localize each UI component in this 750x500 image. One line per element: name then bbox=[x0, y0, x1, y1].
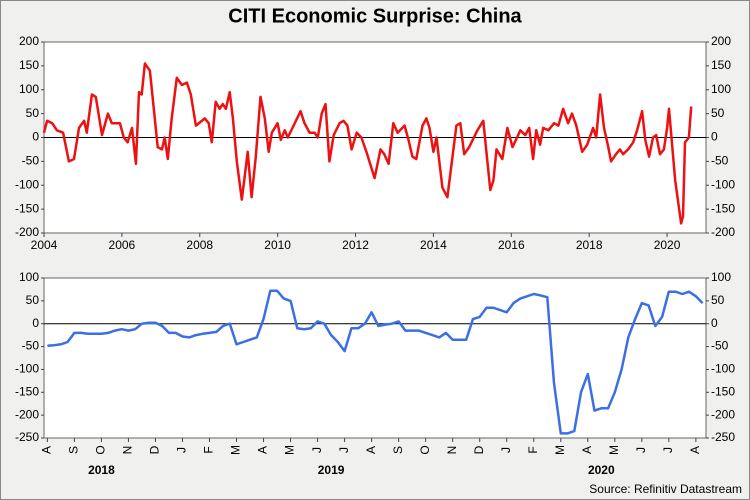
x-tick-label: 2010 bbox=[264, 238, 291, 252]
x-tick-label: F bbox=[526, 446, 540, 453]
x-tick-label: M bbox=[229, 445, 243, 455]
y2-tick-label: -100 bbox=[711, 362, 735, 376]
x-tick-label: 2018 bbox=[576, 238, 603, 252]
x-tick-label: J bbox=[175, 447, 189, 453]
y2-tick-label: -150 bbox=[711, 384, 735, 398]
y-tick-label: 0 bbox=[32, 316, 39, 330]
x-tick-label: J bbox=[661, 447, 675, 453]
source-note: Source: Refinitiv Datastream bbox=[589, 482, 742, 496]
x-tick-label: D bbox=[148, 445, 162, 454]
y2-tick-label: -100 bbox=[711, 177, 735, 191]
y-tick-label: -250 bbox=[15, 430, 39, 444]
y-tick-label: 100 bbox=[19, 270, 39, 284]
x-tick-label: M bbox=[283, 445, 297, 455]
y2-tick-label: 150 bbox=[711, 58, 731, 72]
y2-tick-label: 50 bbox=[711, 293, 725, 307]
x-tick-label: S bbox=[67, 446, 81, 454]
x-tick-label: 2006 bbox=[109, 238, 136, 252]
plot-area bbox=[43, 277, 707, 439]
y-tick-label: 50 bbox=[26, 293, 40, 307]
year-label: 2018 bbox=[88, 463, 115, 477]
x-tick-label: J bbox=[310, 447, 324, 453]
series-line bbox=[47, 289, 704, 435]
x-tick-label: A bbox=[256, 446, 270, 454]
y-tick-label: 0 bbox=[32, 130, 39, 144]
year-label: 2020 bbox=[588, 463, 615, 477]
x-tick-label: A bbox=[688, 446, 702, 454]
y2-tick-label: 0 bbox=[711, 130, 718, 144]
x-tick-label: O bbox=[418, 445, 432, 454]
x-tick-label: 2004 bbox=[31, 238, 58, 252]
y2-tick-label: 50 bbox=[711, 106, 725, 120]
x-tick-label: 2016 bbox=[498, 238, 525, 252]
x-tick-label: 2012 bbox=[342, 238, 369, 252]
y-tick-label: -100 bbox=[15, 177, 39, 191]
y-tick-label: -150 bbox=[15, 384, 39, 398]
x-tick-label: 2008 bbox=[186, 238, 213, 252]
y2-tick-label: 0 bbox=[711, 316, 718, 330]
x-tick-label: 2014 bbox=[420, 238, 447, 252]
series-line bbox=[42, 62, 693, 225]
y-tick-label: -200 bbox=[15, 407, 39, 421]
y2-tick-label: -200 bbox=[711, 407, 735, 421]
x-tick-label: A bbox=[580, 446, 594, 454]
y2-tick-label: -50 bbox=[711, 154, 729, 168]
y-tick-label: -50 bbox=[22, 154, 40, 168]
x-tick-label: J bbox=[337, 447, 351, 453]
y-tick-label: -50 bbox=[22, 339, 40, 353]
y2-tick-label: 100 bbox=[711, 270, 731, 284]
y2-tick-label: 200 bbox=[711, 34, 731, 48]
x-tick-label: F bbox=[202, 446, 216, 453]
x-tick-label: J bbox=[634, 447, 648, 453]
x-tick-label: D bbox=[472, 445, 486, 454]
y-tick-label: 150 bbox=[19, 58, 39, 72]
y2-tick-label: -200 bbox=[711, 225, 735, 239]
y2-tick-label: 100 bbox=[711, 82, 731, 96]
y2-tick-label: -50 bbox=[711, 339, 729, 353]
x-tick-label: S bbox=[391, 446, 405, 454]
x-tick-label: J bbox=[499, 447, 513, 453]
y-tick-label: 100 bbox=[19, 82, 39, 96]
x-tick-label: A bbox=[40, 446, 54, 454]
y-tick-label: -100 bbox=[15, 362, 39, 376]
x-tick-label: 2020 bbox=[654, 238, 681, 252]
y-tick-label: -150 bbox=[15, 201, 39, 215]
chart-title: CITI Economic Surprise: China bbox=[228, 5, 522, 27]
x-tick-label: O bbox=[94, 445, 108, 454]
x-tick-label: N bbox=[445, 446, 459, 455]
x-tick-label: M bbox=[607, 445, 621, 455]
y2-tick-label: -150 bbox=[711, 201, 735, 215]
x-tick-label: N bbox=[121, 446, 135, 455]
year-label: 2019 bbox=[318, 463, 345, 477]
x-tick-label: A bbox=[364, 446, 378, 454]
x-tick-label: M bbox=[553, 445, 567, 455]
y-tick-label: 200 bbox=[19, 34, 39, 48]
y-tick-label: 50 bbox=[26, 106, 40, 120]
y-tick-label: -200 bbox=[15, 225, 39, 239]
y2-tick-label: -250 bbox=[711, 430, 735, 444]
